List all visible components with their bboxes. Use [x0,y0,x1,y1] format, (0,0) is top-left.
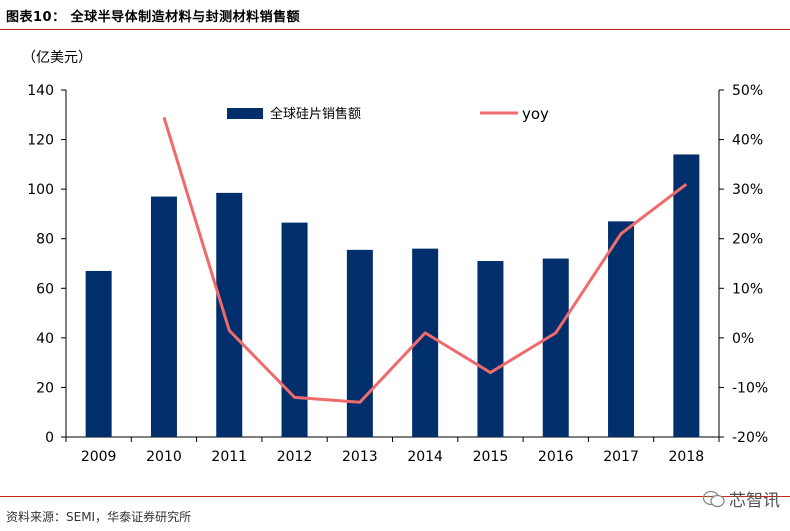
y-left-tick-label: 140 [27,83,54,99]
bar [608,221,635,437]
x-tick-label: 2009 [81,449,117,465]
x-tick-label: 2015 [473,449,509,465]
bar [542,258,569,437]
y-left-tick-label: 80 [36,232,54,248]
x-tick-label: 2010 [146,449,182,465]
y-left-tick-label: 100 [27,182,54,198]
axes: 0 20 40 60 80 100 120 140 -20% -10% 0% 10% 20% 30% 40%… [27,83,768,465]
legend-line-label: yoy [522,105,549,123]
bar [281,222,308,437]
y-right-tick-label: 0% [732,331,754,347]
bar [673,154,700,437]
yoy-line-series [162,116,688,404]
x-tick-label: 2011 [211,449,247,465]
y-right-tick-label: 10% [732,281,763,297]
x-tick-label: 2016 [538,449,574,465]
legend-bar-swatch [227,108,263,119]
x-tick-label: 2012 [277,449,313,465]
x-tick-label: 2018 [669,449,705,465]
top-divider [0,29,790,30]
x-tick-label: 2013 [342,449,378,465]
bar-series [85,154,700,437]
bottom-divider [0,496,790,497]
y-axis-left-label: （亿美元） [22,50,92,66]
legend: 全球硅片销售额 yoy [227,105,549,123]
wechat-icon [703,490,725,507]
yoy-line [162,116,688,404]
y-left-tick-label: 60 [36,281,54,297]
y-left-tick-label: 120 [27,133,54,149]
y-right-tick-label: -10% [732,380,768,396]
y-right-tick-label: 30% [732,182,763,198]
y-left-tick-label: 40 [36,331,54,347]
watermark-text: 芯智讯 [729,491,780,511]
y-right-tick-label: 50% [732,83,763,99]
bar [477,261,504,437]
y-right-tick-label: 40% [732,133,763,149]
watermark: 芯智讯 [703,486,780,511]
bar [216,192,243,437]
legend-bar-label: 全球硅片销售额 [270,106,361,122]
figure-title: 图表10： 全球半导体制造材料与封测材料销售额 [6,10,301,25]
bar [150,196,177,437]
source-note: 资料来源：SEMI，华泰证券研究所 [6,510,192,524]
y-left-tick-label: 0 [45,430,54,446]
y-right-tick-label: -20% [732,430,768,446]
x-tick-label: 2017 [603,449,639,465]
x-tick-label: 2014 [407,449,443,465]
bar [85,270,112,437]
y-left-tick-label: 20 [36,380,54,396]
y-right-tick-label: 20% [732,232,763,248]
bar [346,249,373,437]
